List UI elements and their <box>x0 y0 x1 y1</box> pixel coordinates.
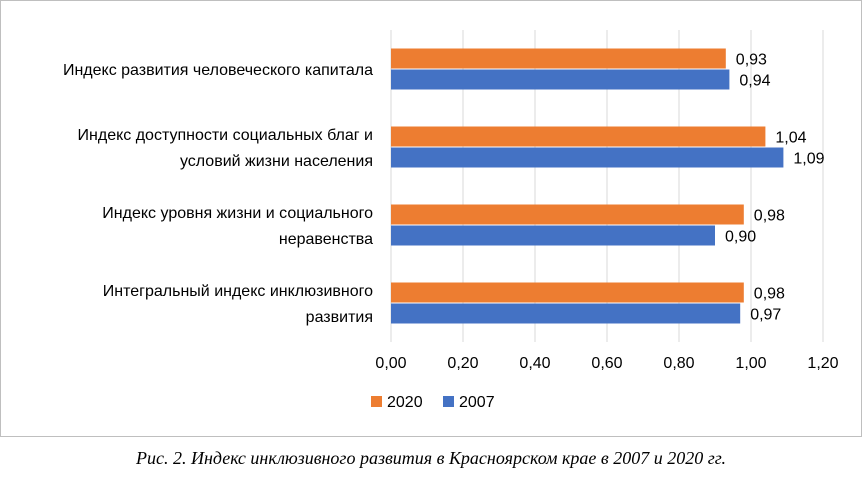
bar-2020 <box>391 282 744 303</box>
x-tick-label: 0,80 <box>663 355 694 372</box>
data-label-2020: 0,98 <box>754 286 785 303</box>
category-label: Индекс доступности социальных благ и <box>78 127 373 144</box>
category-labels: Индекс развития человеческого капитала Ин… <box>63 62 373 326</box>
bars <box>391 48 784 324</box>
legend: 2020 2007 <box>371 394 495 411</box>
data-label-2020: 0,93 <box>736 52 767 69</box>
bar-2007 <box>391 303 741 324</box>
figure-caption: Рис. 2. Индекс инклюзивного развития в К… <box>135 448 727 468</box>
category-label: Индекс развития человеческого капитала <box>63 62 373 79</box>
bar-2007 <box>391 69 730 90</box>
bar-2007 <box>391 225 715 246</box>
x-tick-label: 1,00 <box>735 355 766 372</box>
x-tick-label: 1,20 <box>807 355 838 372</box>
category-label: Интегральный индекс инклюзивного <box>103 283 373 300</box>
data-label-2007: 0,94 <box>739 73 770 90</box>
x-tick-label: 0,60 <box>591 355 622 372</box>
bar-2020 <box>391 126 766 147</box>
data-label-2007: 0,90 <box>725 229 756 246</box>
x-tick-label: 0,40 <box>519 355 550 372</box>
legend-swatch-2020 <box>371 396 382 407</box>
legend-label-2020: 2020 <box>387 394 423 411</box>
category-label: неравенства <box>279 231 373 248</box>
bar-2020 <box>391 204 744 225</box>
category-label: развития <box>306 309 373 326</box>
legend-swatch-2007 <box>443 396 454 407</box>
x-axis-ticks: 0,00 0,20 0,40 0,60 0,80 1,00 1,20 <box>375 355 838 372</box>
data-label-2007: 0,97 <box>750 307 781 324</box>
x-tick-label: 0,00 <box>375 355 406 372</box>
category-label: условий жизни населения <box>180 153 373 170</box>
data-label-2020: 0,98 <box>754 208 785 225</box>
data-label-2007: 1,09 <box>793 151 824 168</box>
category-label: Индекс уровня жизни и социального <box>102 205 373 222</box>
bar-2020 <box>391 48 726 69</box>
legend-label-2007: 2007 <box>459 394 495 411</box>
bar-2007 <box>391 147 784 168</box>
data-label-2020: 1,04 <box>775 130 806 147</box>
data-labels: 0,93 0,94 1,04 1,09 0,98 0,90 0,98 0,97 <box>725 52 825 324</box>
x-tick-label: 0,20 <box>447 355 478 372</box>
